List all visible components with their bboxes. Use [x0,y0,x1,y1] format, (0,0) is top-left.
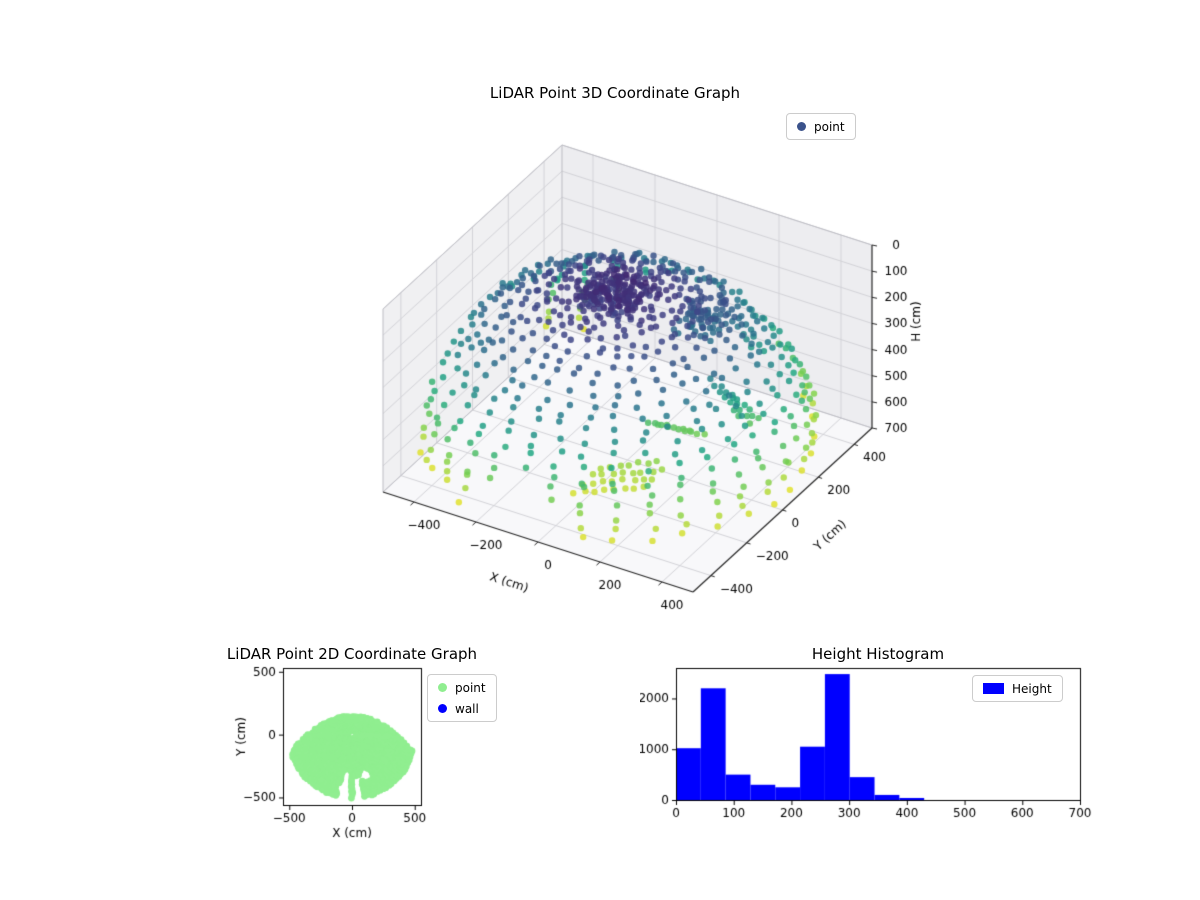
chart3d-plot-area [300,100,980,640]
height-swatch-icon [983,683,1004,694]
legend-label-point: point [455,680,486,695]
histogram-title: Height Histogram [811,645,945,663]
chart2d-title: LiDAR Point 2D Coordinate Graph [226,645,478,663]
chart3d-title: LiDAR Point 3D Coordinate Graph [489,84,741,102]
legend-label-height: Height [1012,681,1052,696]
point-marker-icon [438,683,447,692]
chart2d-legend: point wall [427,674,497,722]
chart3d-legend: point [786,113,856,140]
legend-item-point: point [438,679,486,696]
legend-label-point: point [814,119,845,134]
wall-marker-icon [438,704,447,713]
legend-item-wall: wall [438,700,486,717]
point-marker-icon [797,122,806,131]
chart2d-plot-area [220,645,450,860]
legend-label-wall: wall [455,701,479,716]
histogram-legend: Height [972,675,1063,702]
legend-item-height: Height [983,680,1052,697]
legend-item-point: point [797,118,845,135]
